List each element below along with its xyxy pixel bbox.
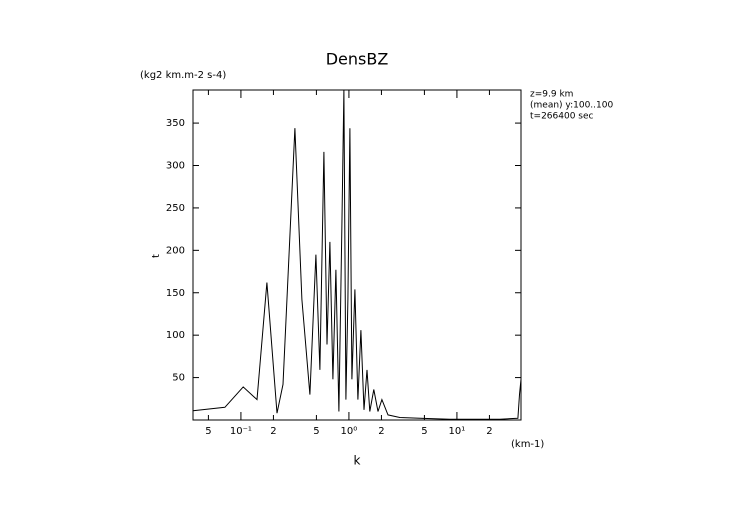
y-unit: (kg2 km.m-2 s-4) (140, 70, 226, 81)
y-label: t (151, 254, 162, 258)
x-tick-label: 10¹ (449, 426, 466, 437)
x-tick-label: 5 (421, 426, 427, 437)
y-tick-label: 200 (166, 245, 185, 256)
plot-frame (192, 89, 522, 421)
y-tick-label: 300 (166, 161, 185, 172)
x-unit: (km-1) (511, 439, 544, 450)
y-tick-label: 50 (172, 373, 185, 384)
x-tick-label: 2 (378, 426, 384, 437)
y-tick-label: 250 (166, 203, 185, 214)
chart-title: DensBZ (326, 50, 389, 69)
x-tick-label: 10⁰ (341, 426, 358, 437)
annotation: t=266400 sec (530, 112, 594, 122)
x-tick-label: 5 (205, 426, 211, 437)
x-tick-label: 5 (313, 426, 319, 437)
x-label: k (354, 454, 361, 468)
y-tick-label: 350 (166, 118, 185, 129)
y-tick-label: 100 (166, 330, 185, 341)
x-tick-label: 10⁻¹ (230, 426, 252, 437)
annotation: z=9.9 km (530, 90, 573, 100)
data-line (192, 89, 522, 420)
x-tick-label: 2 (486, 426, 492, 437)
y-tick-label: 150 (166, 288, 185, 299)
annotation: (mean) y:100..100 (530, 101, 613, 111)
x-tick-label: 2 (270, 426, 276, 437)
